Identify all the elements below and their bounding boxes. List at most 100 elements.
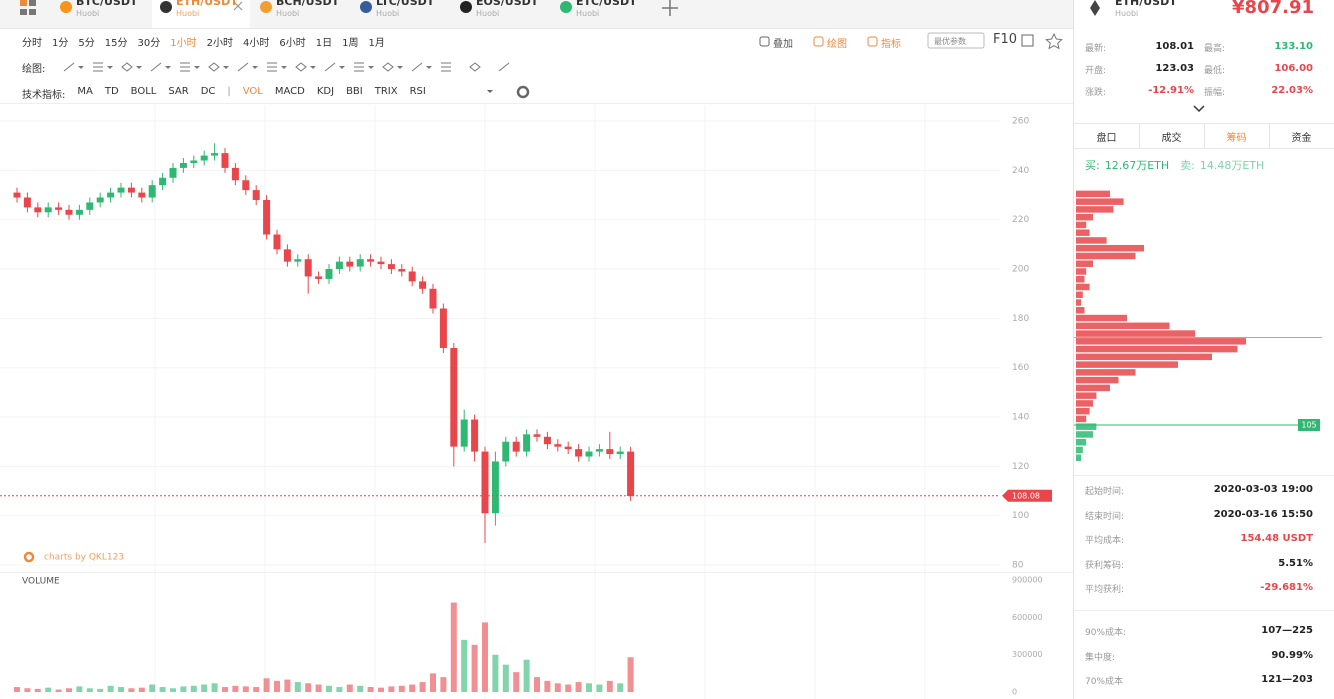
indicator[interactable]: SAR bbox=[168, 86, 189, 97]
tab-exchange[interactable]: Huobi bbox=[276, 9, 300, 18]
separator: | bbox=[227, 86, 231, 97]
settings-icon[interactable] bbox=[516, 85, 530, 99]
action-icon bbox=[867, 36, 878, 47]
tab-symbol[interactable]: LTC/USDT bbox=[376, 0, 435, 8]
fullscreen-icon[interactable] bbox=[1021, 34, 1034, 47]
draw-tool[interactable] bbox=[324, 62, 336, 72]
tab-symbol[interactable]: EOS/USDT bbox=[476, 0, 539, 8]
action[interactable]: 指标 bbox=[881, 39, 901, 50]
tab-symbol[interactable]: ETH/USDT bbox=[176, 0, 238, 8]
volume-bar bbox=[471, 644, 478, 692]
draw-tool[interactable] bbox=[382, 62, 394, 72]
candle-body bbox=[179, 162, 187, 168]
volume-title: VOLUME bbox=[22, 577, 60, 587]
action[interactable]: 绘图 bbox=[827, 39, 847, 50]
indicator-more[interactable] bbox=[487, 90, 493, 93]
chip-bar bbox=[1076, 330, 1195, 337]
draw-tool[interactable] bbox=[63, 62, 75, 72]
indicator[interactable]: DC bbox=[200, 86, 216, 97]
volume-bar bbox=[76, 686, 83, 692]
tab-exchange[interactable]: Huobi bbox=[376, 9, 400, 18]
panel-tab[interactable]: 盘口 bbox=[1096, 133, 1117, 144]
dropdown bbox=[136, 66, 142, 69]
period[interactable]: 30分 bbox=[137, 38, 161, 49]
tab-symbol[interactable]: ETC/USDT bbox=[576, 0, 637, 8]
add-tab[interactable] bbox=[662, 0, 678, 16]
candle-body bbox=[96, 197, 104, 203]
candle-body bbox=[346, 261, 354, 267]
indicator[interactable]: MA bbox=[77, 86, 93, 97]
volume-bar bbox=[211, 683, 218, 692]
draw-tool[interactable] bbox=[93, 62, 103, 72]
draw-tool[interactable] bbox=[180, 62, 190, 72]
volume-bar bbox=[45, 687, 52, 692]
chip-bar bbox=[1076, 206, 1114, 213]
indicator[interactable]: BOLL bbox=[130, 86, 157, 97]
star-icon[interactable] bbox=[1045, 32, 1063, 50]
indicator[interactable]: KDJ bbox=[316, 86, 335, 97]
candle-body bbox=[450, 347, 458, 447]
tab-symbol[interactable]: BTC/USDT bbox=[76, 0, 138, 8]
candle-body bbox=[398, 269, 406, 272]
period[interactable]: 2小时 bbox=[206, 38, 233, 49]
draw-tool[interactable] bbox=[237, 62, 249, 72]
volume-bar bbox=[97, 688, 104, 692]
period[interactable]: 1周 bbox=[342, 38, 359, 49]
volume-bar bbox=[440, 677, 447, 692]
indicator[interactable]: RSI bbox=[409, 86, 426, 97]
draw-tool[interactable] bbox=[441, 62, 451, 72]
draw-tool[interactable] bbox=[411, 62, 423, 72]
volume-bar bbox=[118, 687, 124, 692]
stat-value: 133.10 bbox=[1274, 41, 1313, 52]
indicator[interactable]: VOL bbox=[242, 86, 263, 97]
volume-bar bbox=[305, 683, 312, 692]
candle-body bbox=[127, 187, 135, 193]
draw-tool[interactable] bbox=[498, 62, 510, 72]
param-button[interactable]: 最优参数 bbox=[934, 37, 966, 46]
indicator[interactable]: TRIX bbox=[374, 86, 398, 97]
period[interactable]: 1分 bbox=[52, 38, 69, 49]
tab-exchange[interactable]: Huobi bbox=[576, 9, 600, 18]
period-bar: 分时 1分 5分 15分 30分 1小时 2小时 4小时 6小时 1日 1周 1月 bbox=[22, 34, 385, 49]
info-label: 集中度: bbox=[1085, 652, 1116, 663]
chip-bar bbox=[1076, 260, 1093, 267]
draw-tool[interactable] bbox=[469, 62, 481, 72]
period[interactable]: 1日 bbox=[315, 38, 333, 49]
y-tick-label: 140 bbox=[1012, 413, 1029, 423]
indicator[interactable]: BBI bbox=[346, 86, 363, 97]
period[interactable]: 1小时 bbox=[170, 38, 197, 49]
period[interactable]: 15分 bbox=[104, 38, 128, 49]
indicator[interactable]: TD bbox=[104, 86, 119, 97]
tab-icon bbox=[560, 1, 572, 13]
period[interactable]: 1月 bbox=[368, 38, 385, 49]
candle-body bbox=[200, 155, 208, 161]
draw-tool[interactable] bbox=[208, 62, 220, 72]
tab-exchange[interactable]: Huobi bbox=[76, 9, 100, 18]
panel-tab[interactable]: 资金 bbox=[1291, 133, 1312, 144]
draw-tool[interactable] bbox=[267, 62, 277, 72]
period[interactable]: 分时 bbox=[22, 38, 42, 49]
draw-tool[interactable] bbox=[121, 62, 133, 72]
period[interactable]: 4小时 bbox=[242, 38, 270, 49]
tab-close[interactable] bbox=[233, 1, 243, 11]
draw-tool[interactable] bbox=[295, 62, 307, 72]
candle-body bbox=[169, 167, 177, 178]
draw-tool[interactable] bbox=[354, 62, 364, 72]
param-box[interactable] bbox=[927, 32, 985, 49]
draw-tool[interactable] bbox=[150, 62, 162, 72]
chip-bar bbox=[1076, 338, 1246, 345]
f10[interactable]: F10 bbox=[993, 32, 1018, 47]
tab-exchange[interactable]: Huobi bbox=[176, 9, 200, 18]
panel-tab[interactable]: 成交 bbox=[1161, 133, 1182, 144]
tab-symbol[interactable]: BCH/USDT bbox=[276, 0, 340, 8]
header-price: ¥807.91 bbox=[1232, 0, 1314, 18]
period[interactable]: 5分 bbox=[78, 38, 95, 49]
panel-tab[interactable]: 筹码 bbox=[1226, 133, 1247, 144]
stat-label: 振幅: bbox=[1204, 88, 1226, 98]
action[interactable]: 叠加 bbox=[773, 39, 793, 50]
indicator[interactable]: MACD bbox=[274, 86, 305, 97]
tab-exchange[interactable]: Huobi bbox=[476, 9, 500, 18]
expand-icon[interactable] bbox=[1193, 105, 1205, 113]
period[interactable]: 6小时 bbox=[279, 38, 306, 49]
